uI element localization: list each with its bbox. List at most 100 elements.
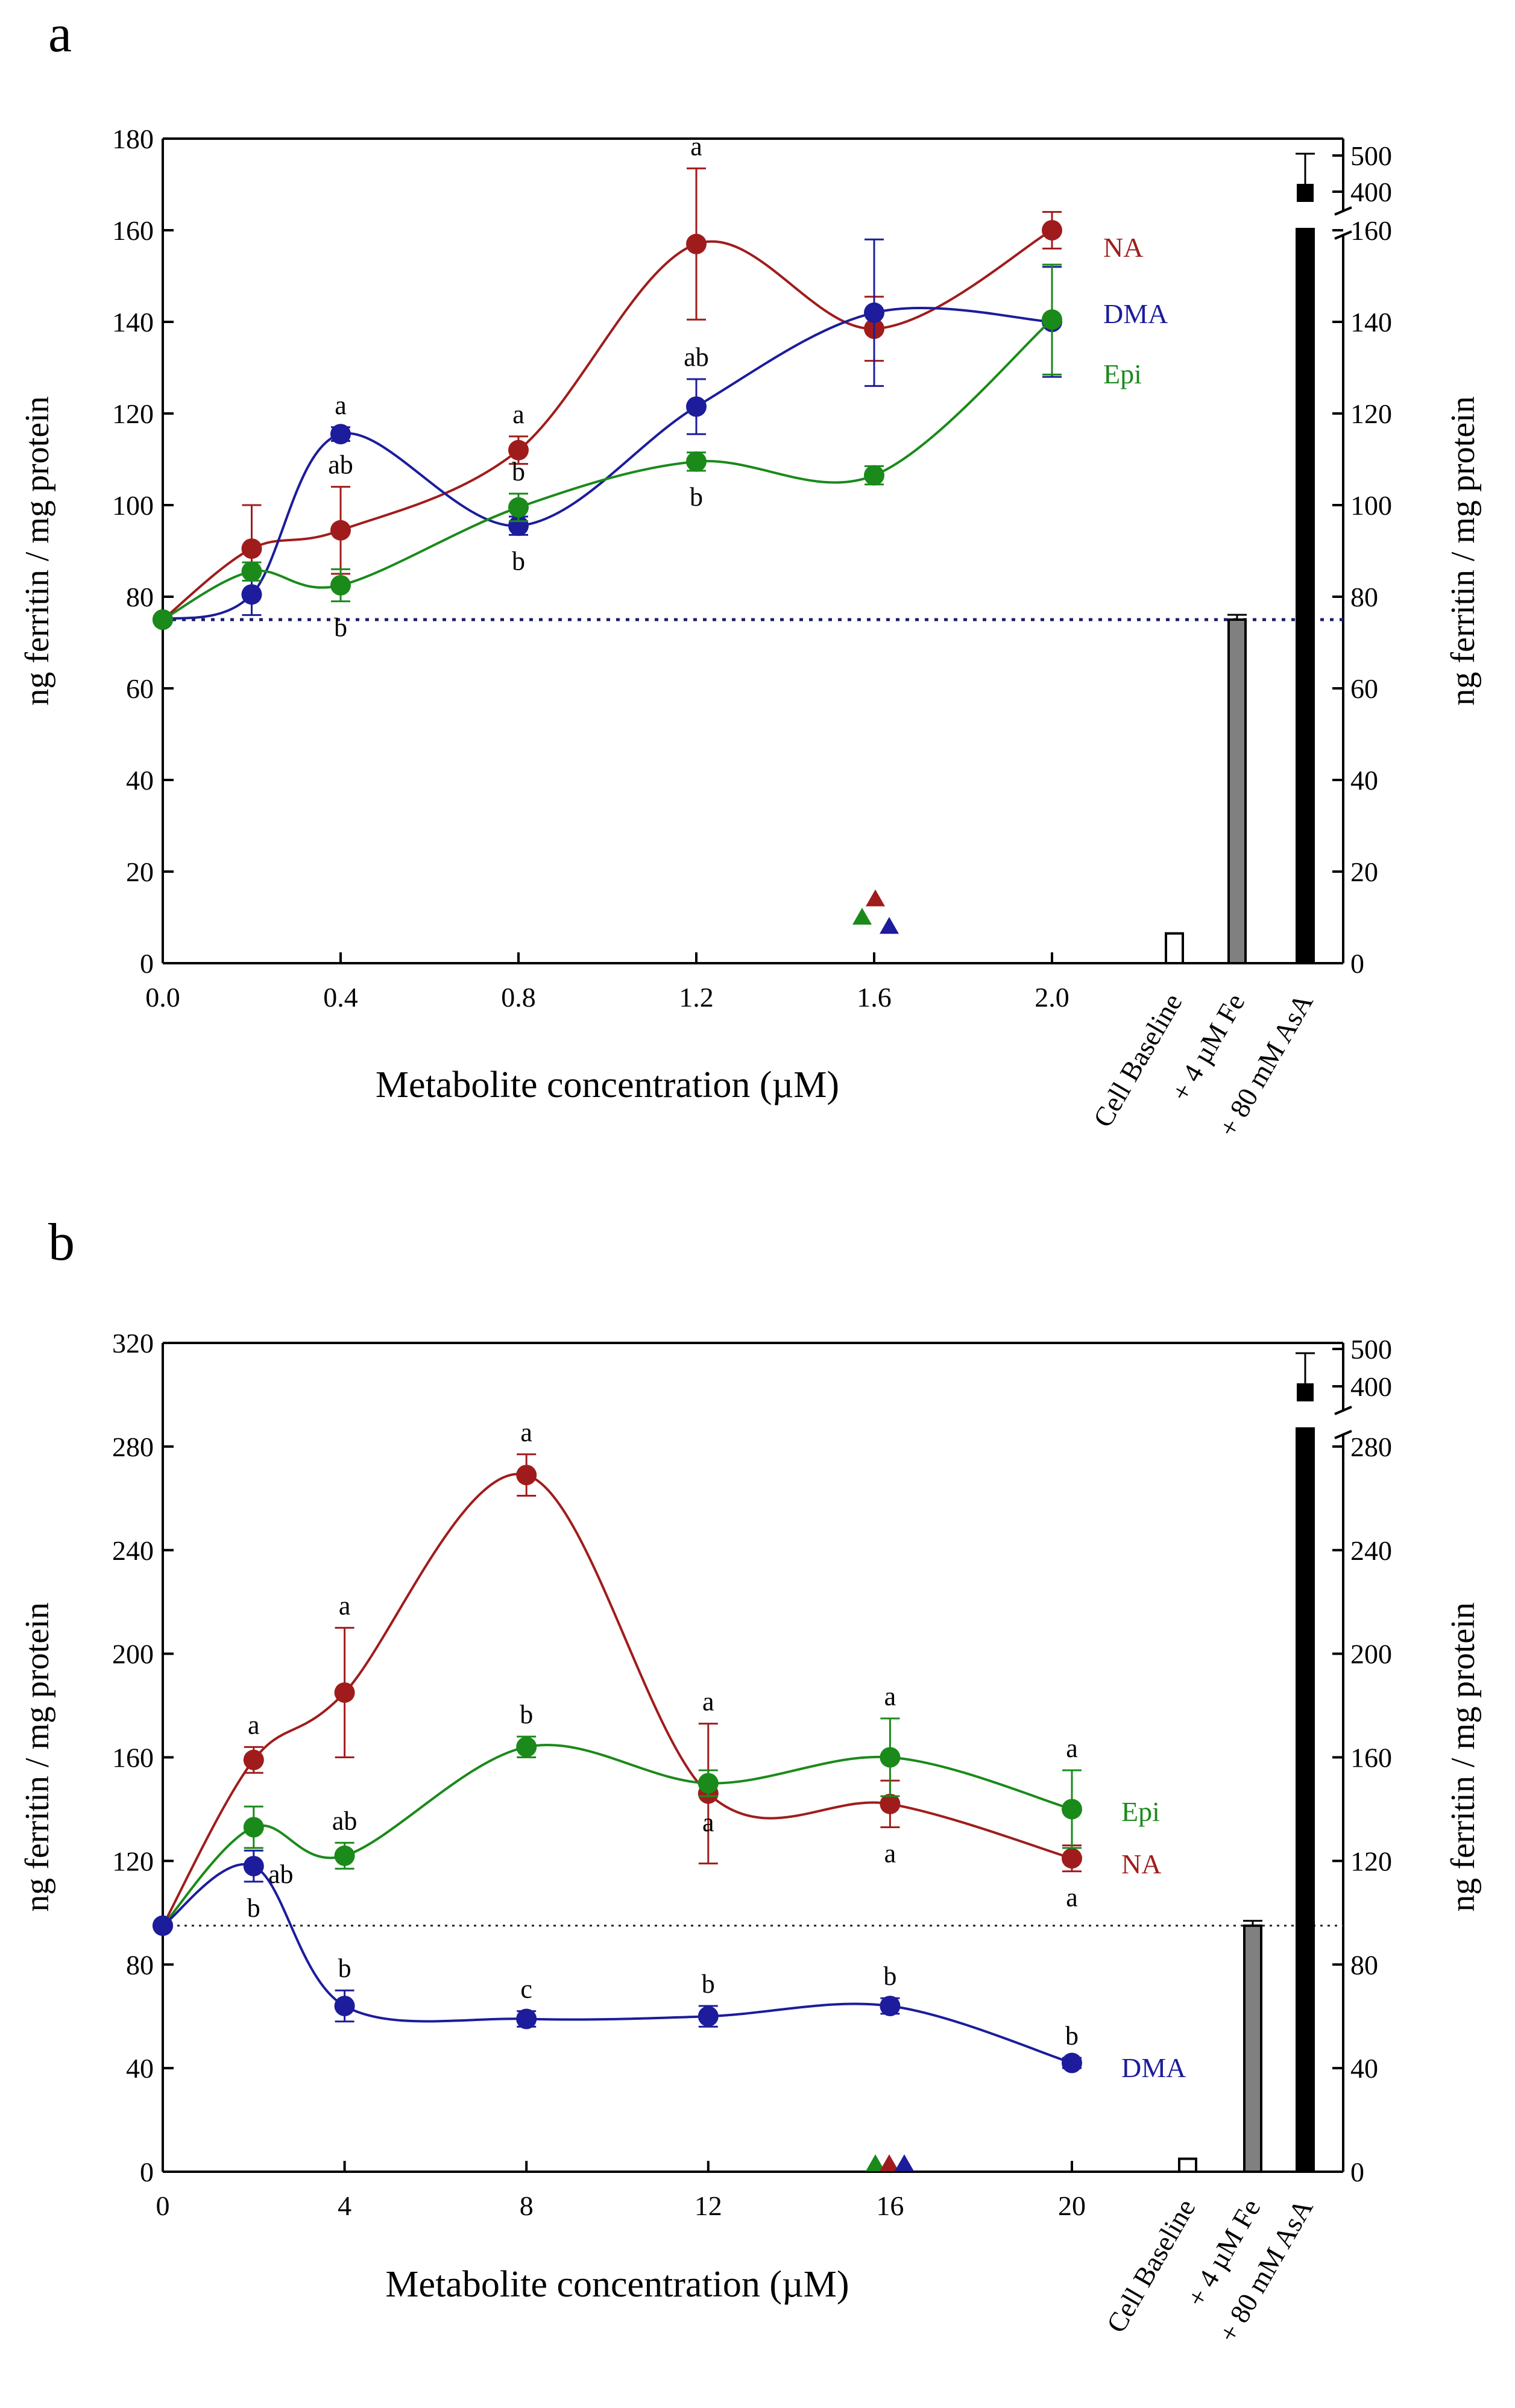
x-axis-title: Metabolite concentration (µM) (376, 1064, 839, 1105)
significance-letter: ab (328, 450, 353, 480)
data-point (686, 233, 707, 254)
x-tick-label: 0.8 (501, 982, 536, 1013)
significance-letter: a (884, 1839, 896, 1869)
data-point (864, 302, 884, 323)
y-tick-label-right: 160 (1350, 1743, 1392, 1773)
y-tick-label-right: 200 (1350, 1639, 1392, 1670)
series-line (162, 229, 1053, 621)
data-point (686, 451, 707, 472)
triangle-marker (895, 2154, 914, 2172)
y-tick-label-right: 240 (1350, 1535, 1392, 1566)
y-tick-label: 0 (140, 2157, 154, 2187)
control-label: Cell Baseline (1100, 2194, 1201, 2338)
data-point (334, 1845, 355, 1866)
data-point (508, 439, 529, 461)
data-point (1062, 1799, 1082, 1820)
x-tick-label: 1.6 (857, 982, 892, 1013)
x-tick-label: 1.2 (679, 982, 714, 1013)
y-axis-title-right: ng ferritin / mg protein (1444, 1602, 1482, 1911)
y-tick-label: 0 (140, 948, 154, 979)
control-bar (1243, 1924, 1262, 2173)
y-tick-label: 60 (126, 673, 154, 704)
y-tick-label: 120 (112, 398, 154, 429)
x-tick-label: 16 (876, 2190, 904, 2221)
series-label: NA (1103, 232, 1143, 263)
data-point (334, 1996, 355, 2016)
y-tick-label-right: 280 (1350, 1432, 1392, 1462)
y-tick-label: 200 (112, 1639, 154, 1670)
x-tick-label: 20 (1058, 2190, 1086, 2221)
x-tick-label: 4 (338, 2190, 351, 2221)
y-axis-title: ng ferritin / mg protein (19, 1602, 56, 1911)
control-label: Cell Baseline (1087, 989, 1188, 1133)
x-tick-label: 0 (156, 2190, 170, 2221)
series-line (162, 318, 1053, 621)
significance-letter: a (702, 1687, 714, 1717)
data-point (1062, 2052, 1082, 2073)
significance-letter: a (512, 400, 524, 429)
significance-letter: a (335, 391, 347, 420)
data-point (330, 520, 351, 541)
data-point (880, 1996, 901, 2016)
data-point (1042, 220, 1062, 240)
data-point (330, 575, 351, 596)
triangle-marker (880, 917, 899, 934)
y-tick-label: 320 (112, 1328, 154, 1359)
significance-letter: a (1066, 1883, 1078, 1913)
axis-break-mark (1334, 1430, 1352, 1439)
y-tick-label: 160 (112, 215, 154, 246)
series-dma: b b c b b b DMA (153, 1849, 1186, 2083)
data-point (516, 2008, 537, 2029)
significance-letter: b (512, 457, 525, 486)
series-label: DMA (1121, 2052, 1186, 2083)
x-tick-label: 0.0 (145, 982, 180, 1013)
y-tick-label: 140 (112, 307, 154, 338)
control-bar (1178, 2157, 1197, 2173)
significance-letter: a (248, 1710, 260, 1740)
y-tick-label-right: 80 (1350, 1949, 1378, 1980)
control-bar (1165, 932, 1184, 964)
data-point (880, 1747, 901, 1768)
control-bar (1296, 228, 1315, 964)
triangle-marker (866, 2154, 885, 2172)
series-label: Epi (1103, 359, 1142, 389)
data-point (864, 465, 884, 486)
y-tick-label-right: 100 (1350, 490, 1392, 521)
y-tick-label: 120 (112, 1846, 154, 1876)
axis-break-mark (1334, 206, 1352, 216)
significance-letter: b (338, 1954, 351, 1983)
y-tick-label-right: 60 (1350, 673, 1378, 704)
significance-letter: b (512, 546, 525, 576)
significance-letter: a (690, 131, 702, 161)
x-tick-label: 2.0 (1035, 982, 1069, 1013)
y-tick-label: 280 (112, 1432, 154, 1462)
y-axis-title-right: ng ferritin / mg protein (1444, 396, 1482, 705)
y-tick-label-right: 160 (1350, 215, 1392, 246)
y-tick-label-right: 500 (1350, 140, 1392, 171)
triangle-marker (866, 889, 885, 907)
significance-letter: b (883, 1961, 896, 1991)
y-tick-label: 20 (126, 857, 154, 887)
y-tick-label-right: 80 (1350, 582, 1378, 612)
data-point (334, 1682, 355, 1703)
significance-letter: a (884, 1682, 896, 1711)
series-label: NA (1121, 1849, 1161, 1879)
series-label: DMA (1103, 298, 1168, 329)
y-tick-label-right: 120 (1350, 398, 1392, 429)
y-tick-label-right: 400 (1350, 177, 1392, 207)
significance-letter: a (1066, 1734, 1078, 1763)
data-point (508, 497, 529, 518)
y-tick-label-right: 500 (1350, 1334, 1392, 1365)
data-point (153, 609, 173, 630)
significance-letter: b (247, 1893, 260, 1923)
series-line (162, 1473, 1072, 1926)
significance-letter: a (520, 1418, 532, 1447)
data-point (686, 396, 707, 417)
y-tick-label-right: 40 (1350, 765, 1378, 796)
series-label: Epi (1121, 1796, 1160, 1827)
x-tick-label: 8 (520, 2190, 534, 2221)
data-point (153, 1915, 173, 1936)
